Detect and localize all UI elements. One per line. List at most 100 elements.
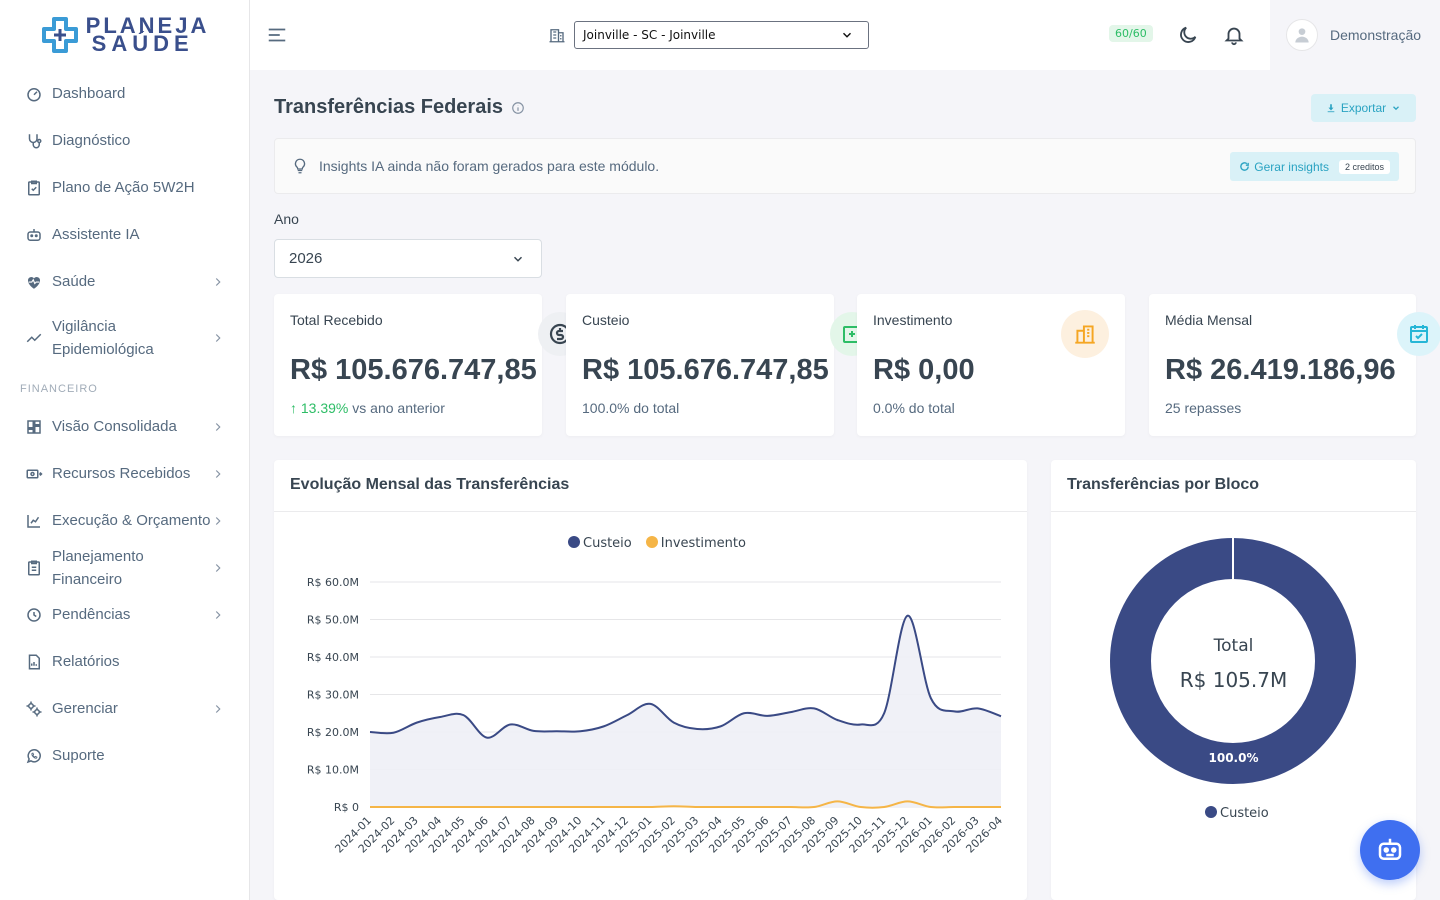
chevron-right-icon xyxy=(215,563,221,572)
chart-icon xyxy=(24,511,44,531)
donut-slice-label: 100.0% xyxy=(1208,751,1259,765)
topbar: Joinville - SC - Joinville 60/60 xyxy=(250,0,1270,70)
sidebar-item-label: Visão Consolidada xyxy=(52,418,177,435)
legend-item-investimento[interactable]: Investimento xyxy=(645,536,746,551)
chevron-right-icon xyxy=(215,610,221,619)
chevron-down-icon xyxy=(842,32,852,38)
legend-item-custeio[interactable]: Custeio xyxy=(568,536,632,551)
donut-chart xyxy=(1110,538,1356,784)
arrow-up-icon: ↑ xyxy=(290,400,297,416)
stat-change-value: 13.39% xyxy=(300,400,349,416)
sidebar-item-visao-consolidada[interactable]: Visão Consolidada xyxy=(16,403,233,450)
logo-wordmark: PLANEJA SAÚDE xyxy=(85,13,210,56)
money-receive-icon xyxy=(24,464,44,484)
building-icon xyxy=(549,29,565,43)
robot-icon xyxy=(24,225,44,245)
page-title-text: Transferências Federais xyxy=(274,96,504,118)
sidebar-item-diagnostico[interactable]: Diagnóstico xyxy=(16,117,233,164)
transfers-by-block-panel: Transferências por Bloco Total R$ 105.7M… xyxy=(1051,460,1416,900)
sidebar-item-suporte[interactable]: Suporte xyxy=(16,732,233,779)
panel-title: Transferências por Bloco xyxy=(1051,460,1416,512)
sidebar-item-execucao-orcamento[interactable]: Execução & Orçamento xyxy=(16,497,233,544)
menu-toggle-icon[interactable] xyxy=(266,24,288,46)
dashboard-grid-icon xyxy=(24,417,44,437)
download-icon xyxy=(1327,104,1335,113)
info-icon[interactable] xyxy=(511,101,525,115)
sidebar: PLANEJA SAÚDE Dashboard Diagnóstico Plan… xyxy=(0,0,250,900)
generate-insights-button[interactable]: Gerar insights 2 creditos xyxy=(1230,152,1399,181)
sidebar-item-saude[interactable]: Saúde xyxy=(16,258,233,305)
sidebar-item-label: Pendências xyxy=(52,606,131,623)
finance-menu: Visão Consolidada Recursos Recebidos Exe… xyxy=(0,403,249,779)
sidebar-item-vigilancia[interactable]: Vigilância Epidemiológica xyxy=(16,305,233,371)
series-line-investimento[interactable] xyxy=(370,800,1001,809)
chat-assistant-button[interactable] xyxy=(1360,820,1420,880)
year-select[interactable]: 2026 xyxy=(274,239,542,278)
stat-sub: 100.0% do total xyxy=(582,400,680,416)
export-label: Exportar xyxy=(1340,101,1387,115)
stat-value: R$ 0,00 xyxy=(873,354,975,386)
main-menu: Dashboard Diagnóstico Plano de Ação 5W2H… xyxy=(0,70,249,371)
sidebar-item-label: Saúde xyxy=(52,273,96,290)
sidebar-item-label: Vigilância Epidemiológica xyxy=(52,318,154,358)
sidebar-item-plano-acao[interactable]: Plano de Ação 5W2H xyxy=(16,164,233,211)
stat-sub: 0.0% do total xyxy=(873,400,955,416)
series-line-custeio[interactable] xyxy=(369,614,1002,739)
insights-banner: Insights IA ainda não foram gerados para… xyxy=(274,138,1416,194)
clipboard-list-icon xyxy=(24,558,44,578)
whatsapp-icon xyxy=(24,746,44,766)
stat-title: Média Mensal xyxy=(1165,312,1253,328)
y-tick-label: R$ 0 xyxy=(334,801,359,814)
menu-section-header: FINANCEIRO xyxy=(20,383,98,395)
building-icon xyxy=(1061,310,1109,358)
donut-slice-custeio[interactable] xyxy=(1110,538,1356,784)
sidebar-item-dashboard[interactable]: Dashboard xyxy=(16,70,233,117)
y-tick-label: R$ 10.0M xyxy=(307,764,359,777)
chevron-right-icon xyxy=(215,277,221,286)
stat-card-custeio: Custeio R$ 105.676.747,85 100.0% do tota… xyxy=(566,294,874,436)
sidebar-item-label: Planejamento Financeiro xyxy=(52,547,144,588)
chevron-down-icon xyxy=(513,256,523,262)
panel-title: Evolução Mensal das Transferências xyxy=(274,460,1027,512)
moon-icon[interactable] xyxy=(1177,24,1199,46)
export-button[interactable]: Exportar xyxy=(1311,94,1416,122)
sidebar-item-label: Assistente IA xyxy=(52,226,140,243)
sidebar-item-label: Gerenciar xyxy=(52,700,118,717)
donut-center-label: Total xyxy=(1213,636,1254,656)
chevron-right-icon xyxy=(215,704,221,713)
gauge-icon xyxy=(24,84,44,104)
year-filter-label: Ano xyxy=(274,211,299,227)
app-logo[interactable]: PLANEJA SAÚDE xyxy=(0,0,249,70)
sidebar-item-label: Relatórios xyxy=(52,653,120,670)
y-tick-label: R$ 20.0M xyxy=(307,726,359,739)
sidebar-item-planejamento-financeiro[interactable]: Planejamento Financeiro xyxy=(16,544,233,591)
sidebar-item-label: Dashboard xyxy=(52,85,126,102)
credits-cost-badge: 2 creditos xyxy=(1338,159,1390,174)
report-icon xyxy=(24,652,44,672)
user-name: Demonstração xyxy=(1330,27,1422,43)
sidebar-item-recursos-recebidos[interactable]: Recursos Recebidos xyxy=(16,450,233,497)
chevron-right-icon xyxy=(215,516,221,525)
sidebar-item-gerenciar[interactable]: Gerenciar xyxy=(16,685,233,732)
chevron-right-icon xyxy=(215,469,221,478)
y-tick-label: R$ 60.0M xyxy=(307,576,359,589)
legend-item-custeio[interactable]: Custeio xyxy=(1205,806,1269,821)
stethoscope-icon xyxy=(24,131,44,151)
organization-value: Joinville - SC - Joinville xyxy=(583,28,716,42)
stat-sub: 25 repasses xyxy=(1165,400,1242,416)
chevron-right-icon xyxy=(215,334,221,342)
sidebar-item-relatorios[interactable]: Relatórios xyxy=(16,638,233,685)
sidebar-item-assistente-ia[interactable]: Assistente IA xyxy=(16,211,233,258)
y-tick-label: R$ 40.0M xyxy=(307,651,359,664)
page-title: Transferências Federais xyxy=(274,96,525,119)
user-menu[interactable]: Demonstração xyxy=(1270,0,1440,70)
stat-value: R$ 105.676.747,85 xyxy=(582,354,829,386)
organization-select[interactable]: Joinville - SC - Joinville xyxy=(574,21,869,49)
heart-pulse-icon xyxy=(24,272,44,292)
year-value: 2026 xyxy=(289,250,323,267)
sidebar-item-pendencias[interactable]: Pendências xyxy=(16,591,233,638)
bell-icon[interactable] xyxy=(1223,24,1245,46)
stat-title: Custeio xyxy=(582,312,630,328)
stat-title: Investimento xyxy=(873,312,953,328)
insights-text: Insights IA ainda não foram gerados para… xyxy=(319,158,660,174)
